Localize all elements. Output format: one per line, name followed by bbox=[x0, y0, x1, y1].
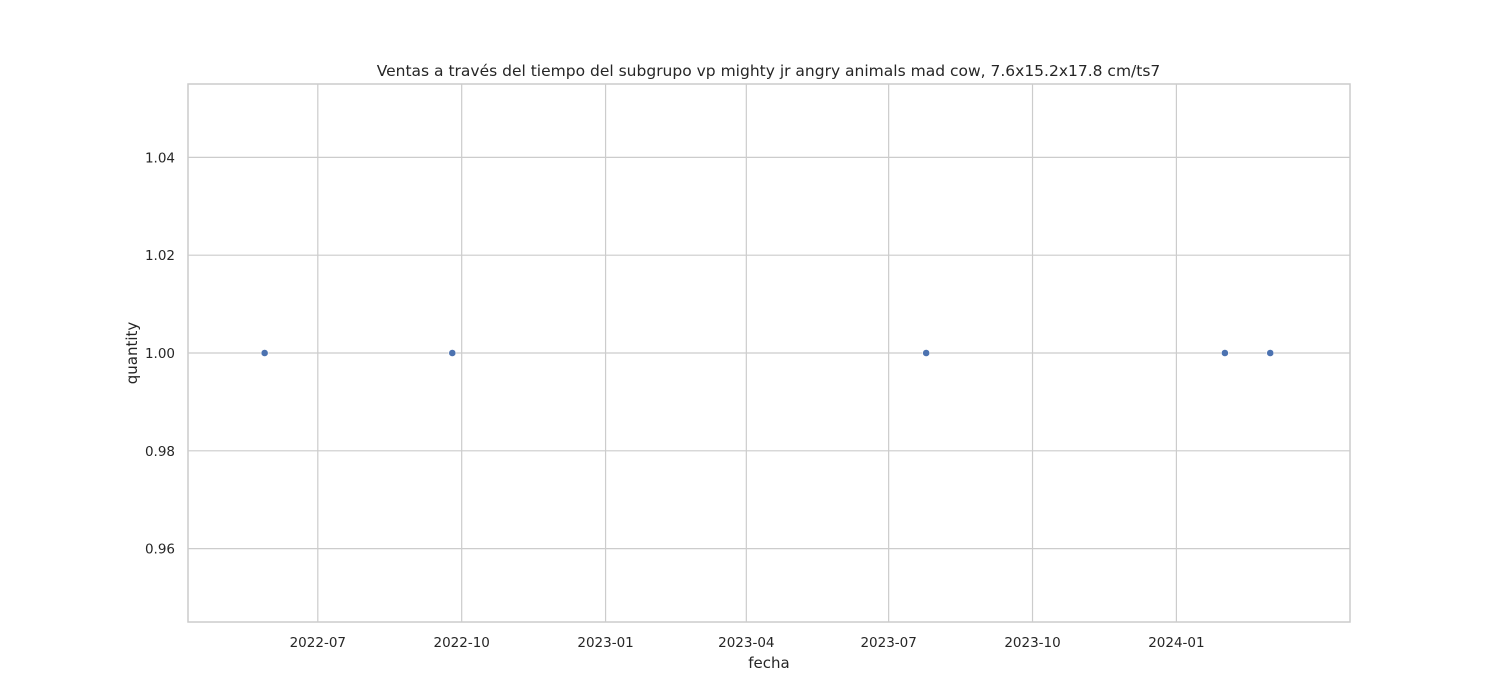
y-tick-label: 0.98 bbox=[145, 444, 175, 460]
y-tick-label: 1.00 bbox=[145, 346, 175, 362]
data-point bbox=[448, 349, 457, 357]
data-point bbox=[260, 349, 269, 357]
x-tick-label: 2022-10 bbox=[433, 635, 489, 651]
data-point bbox=[922, 349, 931, 357]
x-tick-label: 2023-07 bbox=[860, 635, 916, 651]
x-tick-label: 2024-01 bbox=[1148, 635, 1204, 651]
y-tick-label: 1.04 bbox=[145, 150, 175, 166]
y-tick-label: 1.02 bbox=[145, 248, 175, 264]
plot-frame bbox=[187, 83, 1351, 623]
x-tick-label: 2023-01 bbox=[577, 635, 633, 651]
x-tick-label: 2022-07 bbox=[290, 635, 346, 651]
x-axis-ticks: 2022-07 2022-10 2023-01 2023-04 2023-07 2023-… bbox=[290, 635, 1205, 651]
x-tick-label: 2023-10 bbox=[1004, 635, 1060, 651]
y-axis-ticks: 0.96 0.98 1.00 1.02 1.04 bbox=[145, 150, 175, 557]
y-tick-label: 0.96 bbox=[145, 542, 175, 558]
data-point bbox=[1266, 349, 1275, 357]
y-axis-label: quantity bbox=[123, 322, 141, 385]
grid bbox=[188, 84, 1350, 622]
data-point bbox=[1220, 349, 1229, 357]
chart-title: Ventas a través del tiempo del subgrupo … bbox=[377, 62, 1161, 80]
x-tick-label: 2023-04 bbox=[718, 635, 774, 651]
data-points bbox=[260, 349, 1275, 357]
x-axis-label: fecha bbox=[748, 654, 789, 672]
